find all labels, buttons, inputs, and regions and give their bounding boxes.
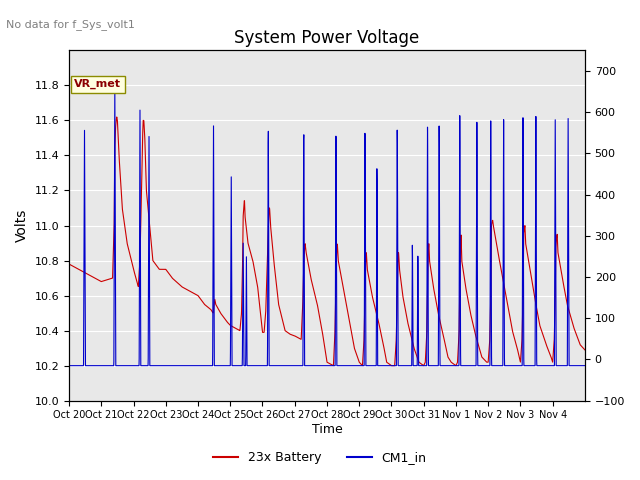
CM1_in	[111, 87, 118, 93]
23x Battery	[393, 303, 401, 309]
Text: No data for f_Sys_volt1: No data for f_Sys_volt1	[6, 19, 135, 30]
CM1_in	[502, 363, 510, 369]
CM1_in	[575, 363, 583, 369]
23x Battery	[388, 363, 396, 369]
Title: System Power Voltage: System Power Voltage	[234, 29, 420, 48]
CM1_in	[171, 363, 179, 369]
23x Battery	[575, 340, 583, 346]
23x Battery	[171, 277, 179, 283]
23x Battery	[581, 347, 589, 353]
CM1_in	[472, 363, 479, 369]
X-axis label: Time: Time	[312, 423, 342, 436]
CM1_in	[393, 229, 401, 235]
23x Battery	[113, 114, 120, 120]
23x Battery	[438, 329, 446, 335]
Text: VR_met: VR_met	[74, 79, 121, 89]
23x Battery	[502, 295, 510, 301]
Legend: 23x Battery, CM1_in: 23x Battery, CM1_in	[208, 446, 432, 469]
Line: 23x Battery: 23x Battery	[69, 117, 585, 366]
Line: CM1_in: CM1_in	[69, 90, 585, 366]
CM1_in	[438, 363, 446, 369]
23x Battery	[65, 261, 73, 267]
CM1_in	[581, 363, 589, 369]
23x Battery	[472, 332, 479, 337]
CM1_in	[65, 363, 73, 369]
Y-axis label: Volts: Volts	[15, 209, 29, 242]
